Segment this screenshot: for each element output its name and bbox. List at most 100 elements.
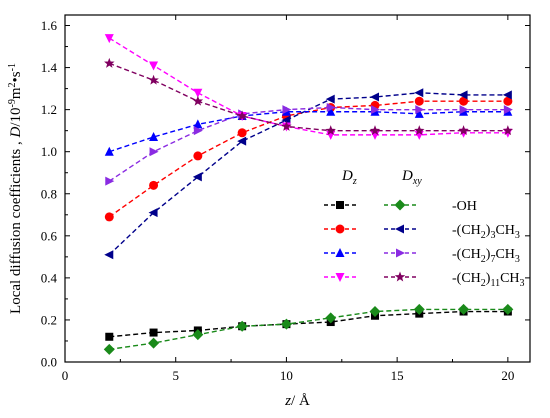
- data-point: [326, 106, 336, 116]
- axis-labels: z/ Å Local diffusion coefficients , D/10-…: [7, 63, 310, 409]
- y-tick-label: 0.0: [41, 355, 57, 370]
- y-tick-label: 0.6: [41, 228, 58, 243]
- data-point: [282, 105, 292, 115]
- data-point: [502, 125, 514, 136]
- data-point: [237, 136, 247, 146]
- series-line: [108, 92, 508, 256]
- legend-label: -OH: [452, 199, 477, 214]
- data-point: [503, 96, 513, 106]
- legend-marker: [335, 224, 345, 234]
- data-point: [459, 96, 469, 106]
- data-point: [193, 126, 203, 136]
- legend-marker: [335, 273, 345, 282]
- data-point: [104, 146, 114, 156]
- data-point: [192, 95, 204, 106]
- y-axis-label: Local diffusion coefficients , D/10-9m2•…: [7, 63, 24, 314]
- data-point: [193, 119, 203, 129]
- data-point: [104, 57, 115, 68]
- data-point: [414, 96, 424, 106]
- data-point: [371, 105, 380, 115]
- plot-frame: [64, 14, 531, 363]
- data-point: [192, 172, 202, 182]
- legend-marker: [394, 271, 406, 282]
- plot-series: [103, 34, 514, 355]
- y-tick-label: 1.2: [41, 102, 57, 117]
- legend-head-dz: Dz: [341, 168, 357, 187]
- x-tick-label: 5: [172, 368, 179, 383]
- data-point: [104, 34, 114, 44]
- legend-marker: [394, 199, 406, 211]
- legend: Dz Dxy -OH -(CH2)3CH3 -(CH2)7CH3 -(CH2)11CH3: [324, 168, 525, 289]
- legend-label: -(CH2)7CH3: [452, 247, 520, 265]
- y-tick-label: 0.8: [41, 186, 57, 201]
- x-tick-label: 10: [280, 368, 293, 383]
- series-dxy-oh: [103, 303, 514, 355]
- data-point: [414, 108, 424, 118]
- data-point: [149, 180, 159, 190]
- data-point: [369, 125, 381, 136]
- legend-head-dxy: Dxy: [401, 168, 422, 187]
- data-point: [369, 306, 381, 318]
- data-point: [281, 120, 292, 131]
- x-tick-label: 20: [501, 368, 514, 383]
- data-point: [370, 92, 379, 102]
- series-line: [109, 62, 508, 132]
- data-point: [192, 329, 204, 341]
- data-point: [502, 90, 512, 100]
- y-tick-label: 0.4: [41, 270, 58, 285]
- data-point: [105, 176, 115, 186]
- data-point: [236, 110, 248, 121]
- y-tick-label: 1.4: [41, 60, 58, 75]
- data-point: [281, 115, 291, 125]
- data-point: [149, 147, 159, 157]
- series-dz-oh: [105, 307, 512, 341]
- legend-marker: [335, 248, 345, 257]
- data-point: [325, 94, 335, 104]
- data-point: [459, 105, 469, 115]
- data-point: [193, 151, 203, 161]
- data-point: [413, 303, 425, 315]
- data-point: [414, 88, 424, 98]
- data-point: [458, 90, 468, 100]
- data-point: [326, 103, 336, 113]
- legend-label: -(CH2)11CH3: [452, 271, 525, 289]
- data-point: [325, 312, 337, 324]
- y-tick-label: 1.0: [41, 144, 57, 159]
- y-tick-label: 0.2: [41, 312, 57, 327]
- data-point: [458, 125, 469, 136]
- legend-marker: [395, 224, 404, 234]
- x-tick-label: 0: [62, 368, 69, 383]
- data-point: [458, 303, 470, 315]
- data-point: [237, 128, 247, 138]
- legend-marker: [396, 248, 405, 258]
- legend-marker: [336, 201, 344, 209]
- series-line: [108, 106, 508, 182]
- series-dz-ch2-11ch3: [104, 34, 513, 140]
- series-dxy-ch2-11ch3: [104, 57, 514, 136]
- data-point: [503, 105, 513, 115]
- series-dxy-ch2-7ch3: [105, 103, 513, 186]
- y-tick-label: 1.6: [41, 18, 58, 33]
- data-point: [103, 343, 115, 355]
- data-point: [104, 250, 114, 260]
- data-point: [193, 88, 203, 98]
- data-point: [148, 337, 160, 349]
- x-axis-label: z/ Å: [284, 393, 310, 409]
- series-line: [109, 310, 508, 338]
- series-line: [109, 111, 508, 153]
- data-point: [104, 212, 114, 222]
- series-line: [108, 37, 508, 136]
- x-tick-label: 15: [391, 368, 404, 383]
- data-point: [105, 332, 114, 341]
- data-point: [148, 208, 158, 218]
- data-point: [236, 320, 248, 332]
- data-point: [149, 131, 159, 141]
- series-dxy-ch2-3ch3: [104, 88, 512, 260]
- data-point: [502, 303, 514, 315]
- legend-label: -(CH2)3CH3: [452, 223, 520, 241]
- data-point: [415, 105, 425, 115]
- data-point: [149, 61, 159, 71]
- data-point: [148, 74, 159, 85]
- data-point: [325, 125, 336, 136]
